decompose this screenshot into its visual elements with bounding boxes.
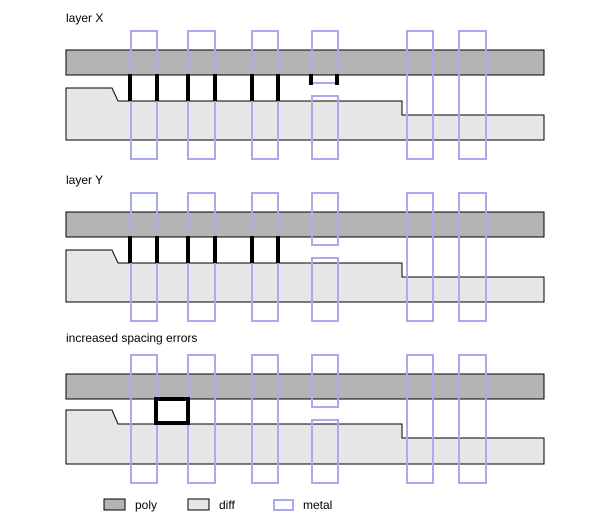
spacing-error-box	[154, 397, 190, 425]
error-marker	[155, 74, 159, 101]
legend-label: metal	[303, 498, 332, 512]
metal-column	[251, 354, 279, 484]
panel-title: layer Y	[66, 173, 103, 187]
poly-strip	[65, 373, 545, 400]
metal-segment	[311, 192, 339, 246]
error-markers	[128, 236, 280, 263]
legend-swatch-metal	[273, 499, 294, 511]
error-marker	[128, 236, 132, 263]
diff-region	[65, 409, 545, 465]
panel-layer-x: layer X	[65, 11, 545, 160]
metal-column	[458, 30, 487, 160]
legend-item-metal: metal	[273, 498, 332, 512]
error-marker	[128, 74, 132, 101]
error-marker	[309, 74, 313, 85]
metal-segment	[311, 419, 339, 484]
metal-column	[458, 354, 487, 484]
error-marker	[186, 74, 190, 101]
error-marker	[155, 236, 159, 263]
error-marker	[213, 74, 217, 101]
metal-column	[406, 354, 434, 484]
metal-column	[406, 192, 434, 322]
legend-item-poly: poly	[103, 498, 157, 512]
poly-strip	[65, 211, 545, 238]
error-marker	[250, 74, 254, 101]
legend: poly diff metal	[103, 498, 332, 512]
error-marker	[335, 74, 339, 85]
error-marker	[276, 74, 280, 101]
metal-segment	[311, 354, 339, 408]
panel-increased-spacing-errors: increased spacing errors	[65, 331, 545, 484]
diff-region	[65, 87, 545, 141]
metal-segment	[311, 30, 339, 84]
poly-strip	[65, 49, 545, 76]
legend-label: diff	[219, 498, 235, 512]
error-marker	[250, 236, 254, 263]
diff-region	[65, 249, 545, 303]
error-marker	[186, 236, 190, 263]
legend-label: poly	[135, 498, 157, 512]
panel-title: increased spacing errors	[66, 331, 197, 345]
metal-column	[406, 30, 434, 160]
legend-item-diff: diff	[187, 498, 235, 512]
error-marker	[213, 236, 217, 263]
panel-layer-y: layer Y	[65, 173, 545, 322]
legend-swatch-poly	[103, 498, 126, 511]
panel-title: layer X	[66, 11, 103, 25]
legend-swatch-diff	[187, 498, 210, 511]
error-markers	[128, 74, 339, 101]
metal-column	[458, 192, 487, 322]
error-marker	[276, 236, 280, 263]
metal-segment	[311, 257, 339, 322]
metal-segment	[311, 95, 339, 160]
